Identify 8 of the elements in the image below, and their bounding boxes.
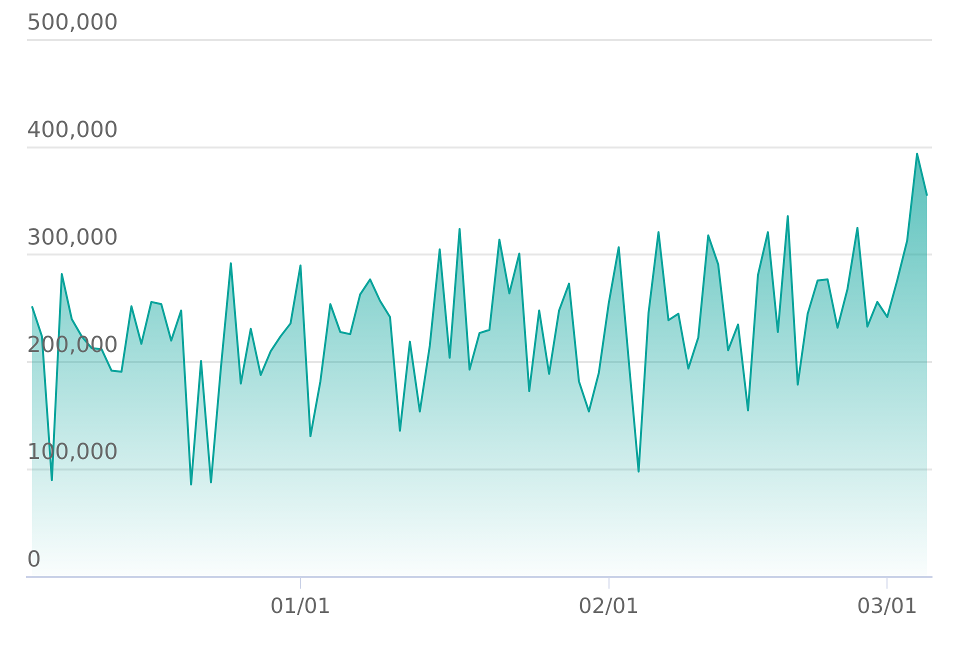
y-tick-label: 300,000 — [27, 225, 118, 250]
y-tick-label: 200,000 — [27, 332, 118, 358]
x-tick-label: 01/01 — [270, 594, 331, 618]
y-tick-label: 400,000 — [27, 118, 118, 144]
x-tick-label: 02/01 — [578, 594, 640, 618]
x-tick-label: 03/01 — [856, 594, 918, 618]
y-tick-label: 500,000 — [27, 10, 118, 36]
y-tick-label: 0 — [27, 548, 41, 573]
